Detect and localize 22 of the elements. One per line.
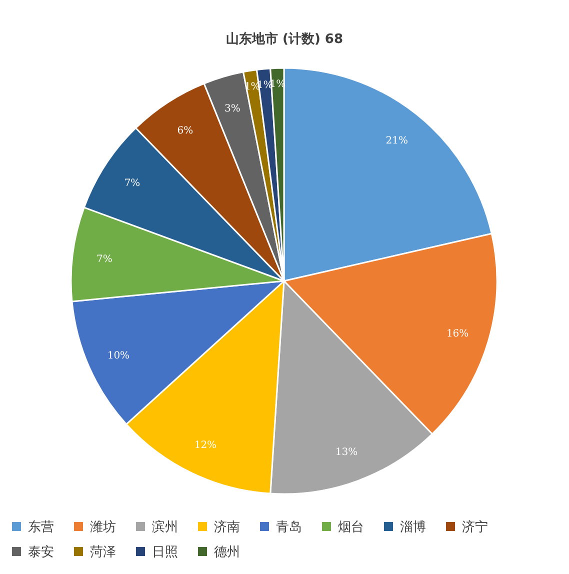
legend-label: 德州 <box>214 545 240 560</box>
data-label: 10% <box>107 350 130 362</box>
data-label: 7% <box>124 178 140 190</box>
data-label: 13% <box>335 446 358 458</box>
data-label: 12% <box>194 440 217 452</box>
data-label: 16% <box>446 328 469 340</box>
data-label: 6% <box>177 125 194 136</box>
legend-label: 菏泽 <box>90 545 116 560</box>
legend-label: 济宁 <box>462 519 488 535</box>
data-label: 3% <box>224 103 240 114</box>
legend-label: 烟台 <box>338 520 364 535</box>
legend-label: 潍坊 <box>90 520 116 535</box>
legend-label: 泰安 <box>28 544 54 560</box>
data-label: 7% <box>96 254 112 265</box>
chart-title: 山东地市 (计数) 68 <box>226 31 344 47</box>
legend-label: 青岛 <box>276 520 302 535</box>
data-label: 21% <box>386 135 408 146</box>
legend-label: 东营 <box>28 520 54 535</box>
legend-label: 淄博 <box>400 520 426 535</box>
legend-label: 滨州 <box>152 519 178 535</box>
legend-label: 济南 <box>214 520 240 535</box>
legend-label: 日照 <box>152 545 178 560</box>
